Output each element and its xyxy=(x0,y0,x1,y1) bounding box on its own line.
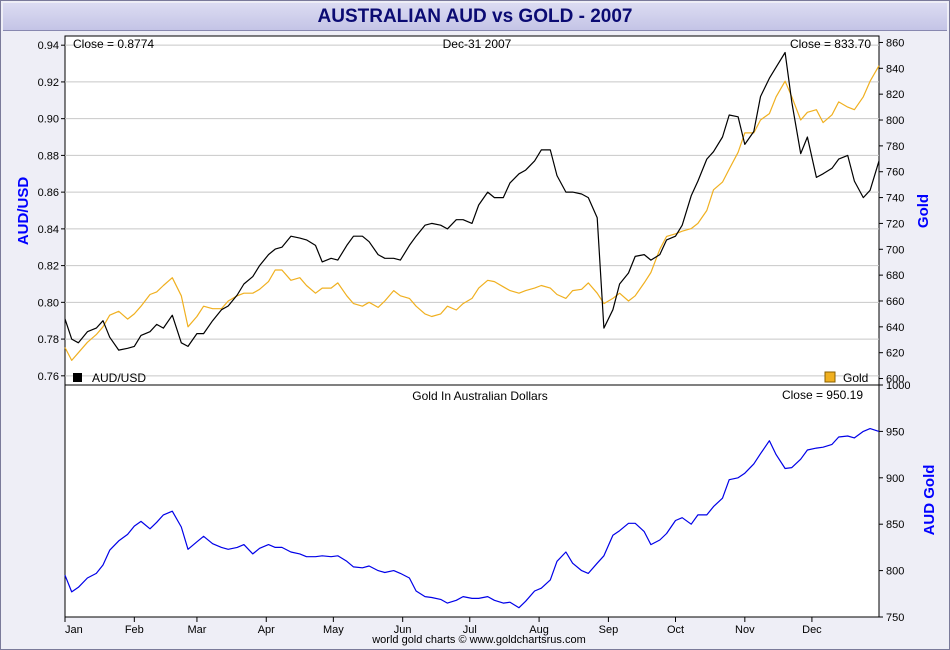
upper-right-tick-label: 660 xyxy=(886,296,904,308)
x-tick-label: Apr xyxy=(258,624,275,636)
legend-gold-swatch xyxy=(824,371,836,383)
upper-right-tick-label: 620 xyxy=(886,348,904,360)
upper-left-tick-label: 0.92 xyxy=(38,77,59,89)
lower-panel-title: Gold In Australian Dollars xyxy=(412,389,547,403)
upper-left-tick-label: 0.76 xyxy=(38,371,59,383)
aud-close-label: Close = 0.8774 xyxy=(73,37,154,51)
lower-right-tick-label: 950 xyxy=(886,426,904,438)
upper-right-tick-label: 600 xyxy=(886,374,904,386)
upper-right-tick-label: 740 xyxy=(886,193,904,205)
aud-gold-line xyxy=(64,428,880,609)
chart-title: AUSTRALIAN AUD vs GOLD - 2007 xyxy=(317,6,633,27)
upper-right-tick-label: 760 xyxy=(886,167,904,179)
x-tick-label: Oct xyxy=(667,624,684,636)
left-axis-title: AUD/USD xyxy=(15,177,32,246)
x-tick-label: May xyxy=(323,624,344,636)
footer-credit: world gold charts © www.goldchartsrus.co… xyxy=(371,634,586,646)
x-tick-label: Sep xyxy=(599,624,619,636)
lower-right-tick-label: 750 xyxy=(886,612,904,624)
aud-gold-close-label: Close = 950.19 xyxy=(782,388,863,402)
upper-left-tick-label: 0.94 xyxy=(38,40,59,52)
upper-right-tick-label: 820 xyxy=(886,89,904,101)
upper-right-tick-label: 720 xyxy=(886,218,904,230)
upper-right-tick-label: 800 xyxy=(886,115,904,127)
upper-right-tick-label: 640 xyxy=(886,322,904,334)
upper-left-tick-label: 0.90 xyxy=(38,114,59,126)
upper-left-tick-label: 0.82 xyxy=(38,261,59,273)
upper-right-tick-label: 680 xyxy=(886,270,904,282)
lower-right-tick-label: 1000 xyxy=(886,380,910,392)
upper-plot-area xyxy=(64,35,880,386)
upper-left-tick-label: 0.78 xyxy=(38,334,59,346)
upper-right-tick-label: 700 xyxy=(886,244,904,256)
x-tick-label: Jan xyxy=(65,624,83,636)
upper-right-tick-label: 780 xyxy=(886,141,904,153)
legend-aud-label: AUD/USD xyxy=(92,371,146,385)
aud-usd-line xyxy=(64,51,880,351)
lower-right-axis-title: AUD Gold xyxy=(921,465,938,536)
x-tick-label: Dec xyxy=(802,624,822,636)
upper-left-tick-label: 0.84 xyxy=(38,224,59,236)
lower-plot-area xyxy=(64,384,880,618)
x-tick-label: Jul xyxy=(463,624,477,636)
x-tick-label: Feb xyxy=(125,624,144,636)
upper-left-tick-label: 0.88 xyxy=(38,150,59,162)
lower-right-tick-label: 800 xyxy=(886,566,904,578)
upper-left-tick-label: 0.86 xyxy=(38,187,59,199)
upper-right-axis-title: Gold xyxy=(915,194,932,228)
upper-left-tick-label: 0.80 xyxy=(38,297,59,309)
x-tick-label: Aug xyxy=(529,624,549,636)
upper-right-tick-label: 840 xyxy=(886,63,904,75)
lower-right-tick-label: 850 xyxy=(886,519,904,531)
legend-gold-label: Gold xyxy=(843,371,868,385)
gold-line xyxy=(64,65,880,361)
gold-close-label: Close = 833.70 xyxy=(790,37,871,51)
x-tick-label: Nov xyxy=(735,624,755,636)
title-bar: AUSTRALIAN AUD vs GOLD - 2007 xyxy=(3,3,947,31)
lower-right-tick-label: 900 xyxy=(886,473,904,485)
date-label: Dec-31 2007 xyxy=(443,37,512,51)
legend-aud-swatch xyxy=(73,373,82,382)
x-tick-label: Mar xyxy=(187,624,206,636)
upper-right-tick-label: 860 xyxy=(886,37,904,49)
x-tick-label: Jun xyxy=(394,624,412,636)
